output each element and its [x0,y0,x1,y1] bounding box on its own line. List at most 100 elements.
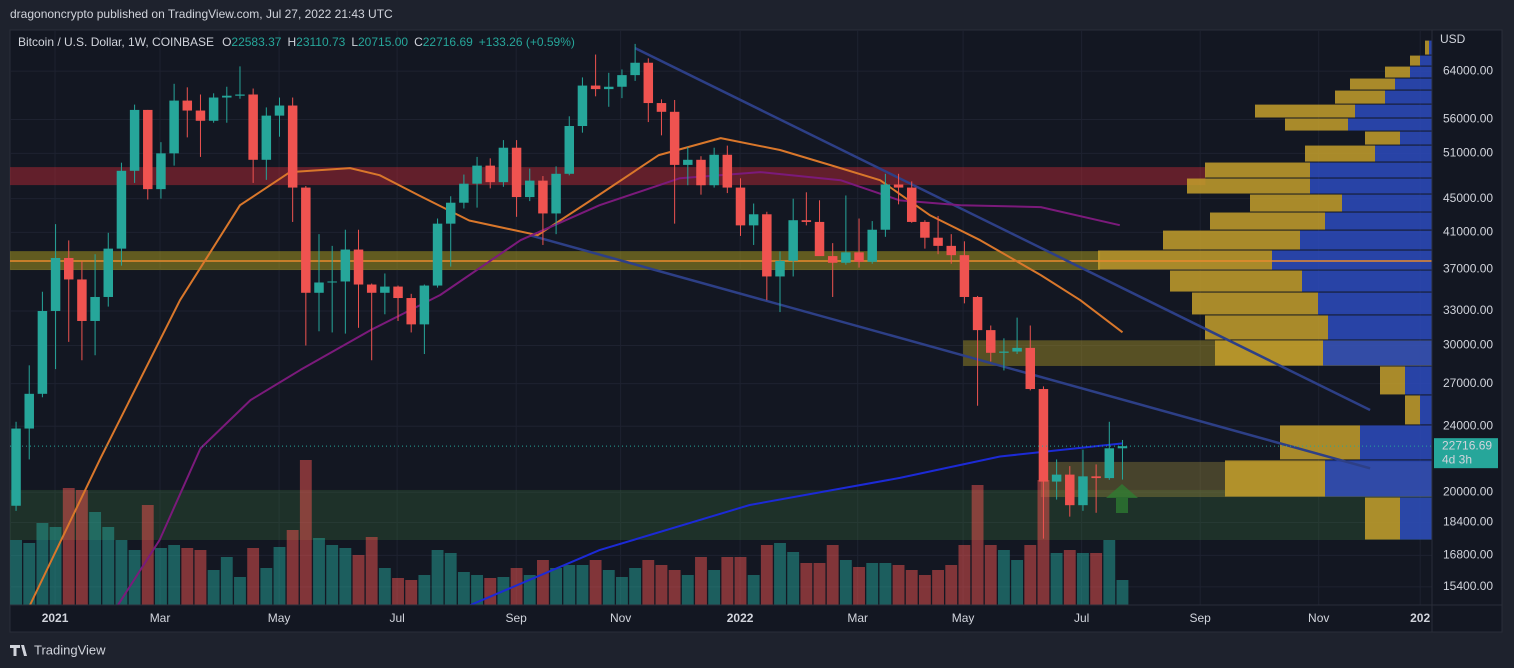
volume-bar [62,488,75,605]
volume-bar [49,527,62,605]
volume-bar [1037,480,1050,605]
candle-body [37,310,48,394]
ohlc-key: L [351,35,358,49]
profile-up [1192,292,1318,315]
volume-bar [1090,553,1103,605]
volume-bar [378,568,391,605]
candle-body [222,95,232,98]
volume-bar [273,547,286,605]
volume-bar [36,523,49,605]
candle-body [604,86,614,90]
candle-body [986,330,996,353]
volume-bar [10,540,22,605]
profile-down [1360,425,1432,460]
candle-body [248,94,258,160]
volume-bar [681,575,694,605]
profile-up [1205,315,1328,340]
moving-average [470,442,1123,605]
candle-body [1091,476,1101,479]
profile-down [1310,162,1432,178]
candle-body [1104,448,1115,479]
volume-bar [234,577,246,605]
volume-bar [905,570,918,605]
profile-up [1365,497,1400,540]
volume-bar [932,570,944,605]
candle-body [24,393,34,429]
volume-bar [299,460,312,605]
volume-bar [405,580,418,605]
candle-body [564,126,575,174]
candle-body [64,257,74,280]
volume-bar [1024,545,1037,605]
candle-body [432,223,443,286]
profile-down [1348,118,1432,131]
candle-body [472,165,482,184]
volume-bar [471,575,483,605]
y-tick-label: 30000.00 [1443,338,1493,352]
y-tick-label: 24000.00 [1443,418,1493,432]
candle-body [1012,347,1022,352]
candle-body [643,62,654,104]
volume-bar [550,568,563,605]
profile-up [1215,340,1323,366]
volume-bar [734,557,747,605]
volume-bar [616,577,628,605]
volume-bar [523,575,536,605]
candle-body [669,111,680,165]
trend-line [634,46,1371,412]
profile-up [1405,395,1420,425]
profile-down [1375,145,1432,162]
x-tick-label: 2021 [42,611,69,625]
y-tick-label: 64000.00 [1443,63,1493,77]
symbol-title: Bitcoin / U.S. Dollar, 1W, COINBASE [18,35,214,49]
candle-body [156,153,166,190]
candle-body [366,284,377,293]
profile-down [1323,340,1432,366]
zone [10,489,1432,541]
volume-bar [695,557,707,605]
volume-bar [668,570,681,605]
profile-down [1405,366,1432,395]
candle-body [788,220,798,261]
profile-down [1302,270,1432,292]
volume-bar [326,545,339,605]
y-tick-label: 27000.00 [1443,376,1493,390]
candle-body [946,245,956,256]
candle-body [617,75,627,87]
candle-body [972,296,983,331]
zone [10,167,1206,186]
candle-body [511,147,522,198]
candle-body [353,249,364,285]
candle-body [999,351,1009,353]
candle-body [696,159,706,186]
volume-bar [1063,550,1076,605]
profile-down [1325,460,1432,497]
price-box [1434,438,1498,469]
profile-down [1310,178,1432,194]
volume-bar [853,567,865,605]
volume-bar [89,512,102,605]
candle-body [169,100,179,154]
volume-bar [984,545,997,605]
volume-bar [457,572,470,605]
profile-up [1250,194,1342,212]
volume-bar [1050,553,1063,605]
volume-bar [800,563,813,605]
profile-up [1255,104,1355,118]
volume-bar [760,545,773,605]
volume-bar [23,543,36,605]
candle-body [419,285,430,325]
logo [10,645,27,656]
volume-bar [997,550,1010,605]
candle-body [90,296,100,321]
profile-up [1187,178,1310,194]
volume-bar [826,545,839,605]
candle-body [129,109,140,171]
publisher: dragononcrypto published on TradingView.… [10,7,393,21]
volume-bar [1103,540,1116,605]
candle-body [775,260,785,277]
volume-bar [971,485,984,605]
candle-body [683,159,693,165]
candle-body [880,184,891,230]
